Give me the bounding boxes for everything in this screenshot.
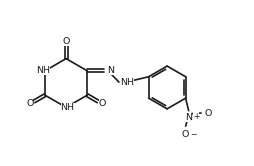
Text: O: O xyxy=(205,109,212,118)
Text: O: O xyxy=(99,99,106,108)
Text: O: O xyxy=(26,99,34,108)
Text: N: N xyxy=(107,66,114,75)
Text: NH: NH xyxy=(60,103,75,112)
Text: O: O xyxy=(62,38,70,46)
Text: NH: NH xyxy=(37,66,51,75)
Text: O: O xyxy=(182,130,189,139)
Text: +: + xyxy=(193,112,199,121)
Text: NH: NH xyxy=(120,79,134,87)
Text: N: N xyxy=(185,113,192,122)
Text: −: − xyxy=(190,130,197,139)
